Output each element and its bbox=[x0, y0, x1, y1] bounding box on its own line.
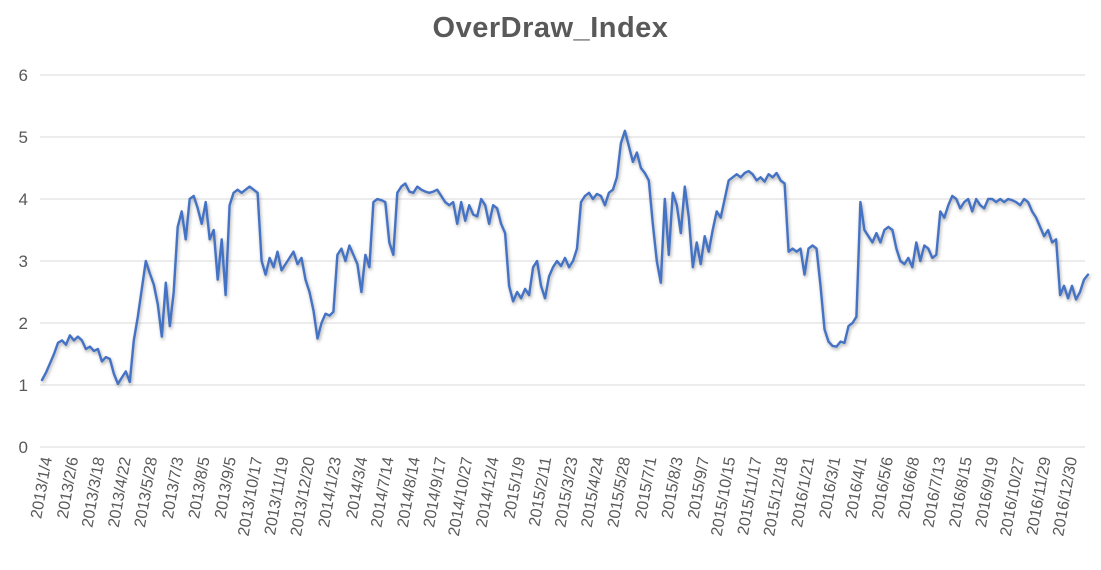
x-tick-label: 2016/11/29 bbox=[1024, 456, 1054, 537]
x-tick-label: 2016/1/21 bbox=[789, 456, 818, 529]
overdraw-index-series-line bbox=[40, 129, 1090, 385]
x-tick-label: 2013/12/20 bbox=[288, 456, 319, 538]
x-tick-label: 2013/1/4 bbox=[28, 456, 56, 520]
y-tick-label: 5 bbox=[19, 128, 28, 147]
x-tick-label: 2015/8/3 bbox=[659, 456, 687, 520]
x-tick-label: 2013/4/22 bbox=[106, 456, 135, 529]
y-tick-label: 4 bbox=[19, 190, 28, 209]
x-axis-tick-labels: 2013/1/42013/2/62013/3/182013/4/222013/5… bbox=[28, 456, 1081, 538]
x-tick-label: 2015/1/9 bbox=[501, 456, 529, 520]
x-tick-label: 2014/7/14 bbox=[369, 456, 398, 529]
chart-title: OverDraw_Index bbox=[432, 12, 669, 44]
y-axis-tick-labels: 0 1 2 3 4 5 6 bbox=[19, 66, 28, 457]
x-tick-label: 2015/10/15 bbox=[709, 456, 740, 538]
y-tick-label: 1 bbox=[19, 376, 28, 395]
x-tick-label: 2016/6/8 bbox=[896, 456, 924, 520]
x-tick-label: 2015/9/7 bbox=[685, 456, 713, 520]
x-tick-label: 2013/7/3 bbox=[160, 456, 188, 520]
x-tick-label: 2015/12/18 bbox=[761, 456, 792, 538]
x-tick-label: 2013/2/6 bbox=[55, 456, 83, 520]
x-tick-label: 2014/8/14 bbox=[395, 456, 424, 529]
x-tick-label: 2015/4/24 bbox=[579, 456, 608, 529]
y-tick-label: 0 bbox=[19, 438, 28, 457]
x-tick-label: 2016/7/13 bbox=[920, 456, 949, 529]
x-tick-label: 2016/10/27 bbox=[998, 456, 1029, 538]
y-tick-label: 3 bbox=[19, 252, 28, 271]
x-tick-label: 2015/7/1 bbox=[633, 456, 661, 520]
x-tick-label: 2013/3/18 bbox=[79, 456, 108, 529]
x-tick-label: 2015/3/23 bbox=[552, 456, 581, 529]
x-tick-label: 2013/8/5 bbox=[186, 456, 214, 520]
x-tick-label: 2015/5/28 bbox=[605, 456, 634, 529]
x-tick-label: 2016/8/15 bbox=[947, 456, 976, 529]
x-tick-label: 2016/12/30 bbox=[1050, 456, 1081, 538]
x-tick-label: 2014/3/4 bbox=[344, 456, 372, 520]
x-tick-label: 2015/2/11 bbox=[526, 456, 555, 528]
x-tick-label: 2014/1/23 bbox=[316, 456, 345, 529]
gridlines bbox=[40, 74, 1085, 448]
x-tick-label: 2015/11/17 bbox=[735, 456, 765, 537]
x-tick-label: 2013/10/17 bbox=[236, 456, 267, 538]
y-tick-label: 2 bbox=[19, 314, 28, 333]
x-tick-label: 2013/5/28 bbox=[132, 456, 161, 529]
x-tick-label: 2014/10/27 bbox=[446, 456, 477, 538]
x-tick-label: 2016/9/19 bbox=[973, 456, 1002, 529]
x-tick-label: 2014/12/4 bbox=[474, 456, 503, 529]
x-tick-label: 2013/9/5 bbox=[212, 456, 240, 520]
x-tick-label: 2014/9/17 bbox=[421, 456, 450, 529]
x-tick-label: 2016/5/6 bbox=[869, 456, 897, 520]
x-tick-label: 2016/4/1 bbox=[843, 456, 871, 520]
x-tick-label: 2013/11/19 bbox=[262, 456, 292, 537]
y-tick-label: 6 bbox=[19, 66, 28, 85]
x-tick-label: 2016/3/1 bbox=[817, 456, 845, 520]
